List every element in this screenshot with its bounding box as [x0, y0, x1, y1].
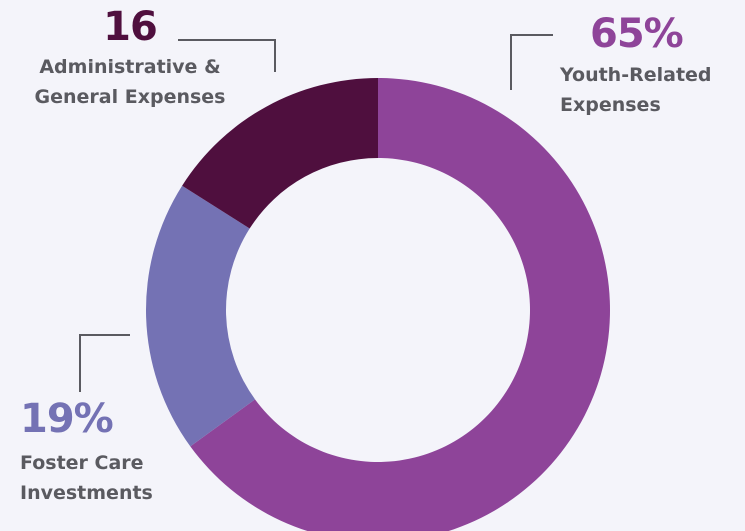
- donut-segment: [182, 78, 378, 229]
- category-label: Youth-Related Expenses: [560, 64, 712, 116]
- value-label: 19%: [20, 396, 114, 442]
- leader-line: [79, 334, 130, 392]
- leader-line: [178, 39, 276, 72]
- donut-segment: [146, 185, 256, 447]
- leader-line: [510, 34, 553, 90]
- value-label: 65%: [590, 11, 684, 57]
- leader-lines: [79, 34, 553, 392]
- category-label: Administrative & General Expenses: [34, 56, 226, 108]
- donut-segment: [190, 78, 610, 531]
- value-label: 16: [103, 4, 158, 50]
- category-label: Foster Care Investments: [20, 452, 153, 504]
